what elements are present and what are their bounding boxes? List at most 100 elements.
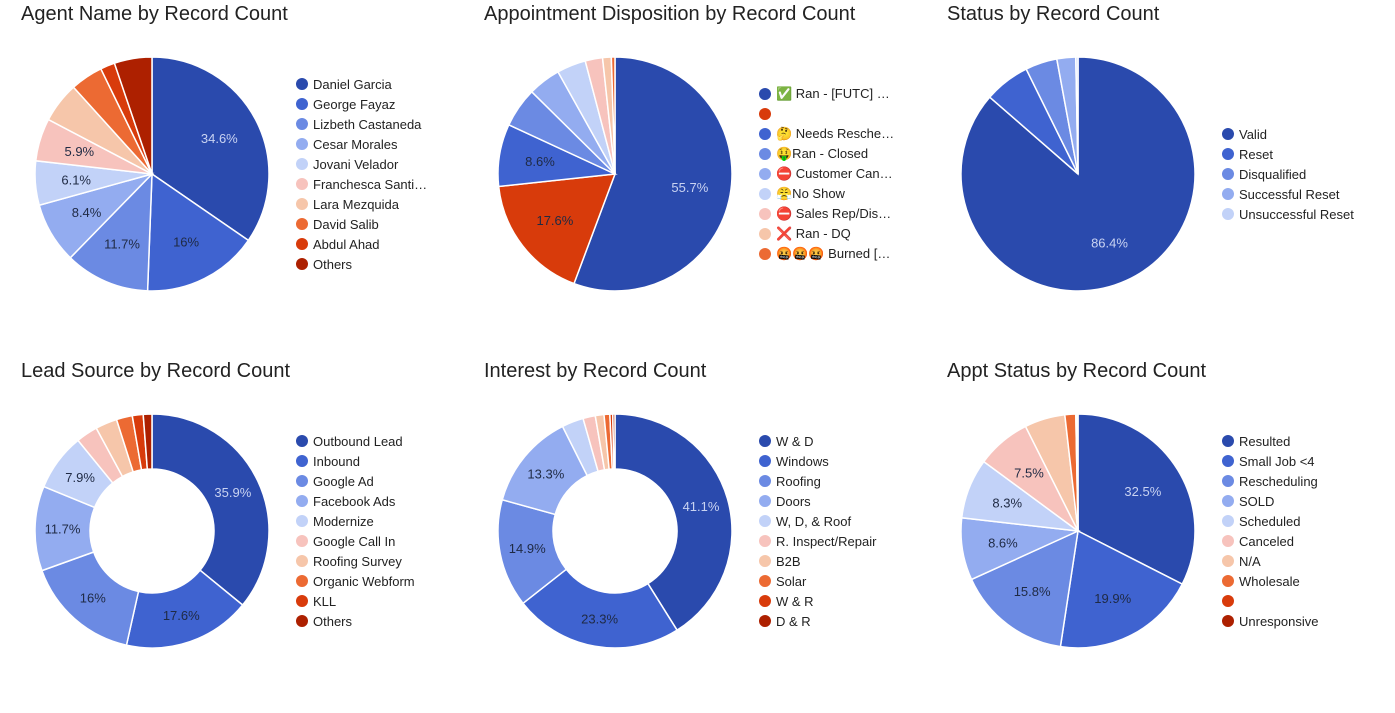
legend-label: Rescheduling (1239, 473, 1318, 489)
legend-swatch-icon (296, 615, 308, 627)
legend-item[interactable]: David Salib (296, 214, 427, 234)
pie-slice[interactable] (970, 529, 1079, 648)
legend-swatch-icon (1222, 555, 1234, 567)
legend-item[interactable] (1222, 591, 1319, 611)
pie-slice[interactable] (151, 413, 270, 607)
pie-slice[interactable] (614, 413, 733, 632)
legend-item[interactable]: B2B (759, 551, 876, 571)
legend-item[interactable]: Scheduled (1222, 511, 1319, 531)
legend-swatch-icon (296, 575, 308, 587)
legend-item[interactable]: Cesar Morales (296, 134, 427, 154)
legend-swatch-icon (1222, 495, 1234, 507)
pie-slice[interactable] (573, 56, 733, 292)
legend-item[interactable]: 🤬🤬🤬 Burned [… (759, 244, 894, 264)
legend-item[interactable]: ⛔ Customer Can… (759, 164, 894, 184)
pie-slice[interactable] (1077, 413, 1196, 586)
pie-slice[interactable] (69, 172, 153, 292)
legend-label: ✅ Ran - [FUTC] … (776, 86, 890, 101)
legend-item[interactable]: Outbound Lead (296, 431, 415, 451)
legend-item[interactable]: W, D, & Roof (759, 511, 876, 531)
legend-item[interactable]: Resulted (1222, 431, 1319, 451)
legend-swatch-icon (1222, 475, 1234, 487)
legend-item[interactable]: Jovani Velador (296, 154, 427, 174)
chart-title: Status by Record Count (947, 3, 1160, 25)
pie-slice[interactable] (142, 413, 153, 470)
slice-data-label: 19.9% (1094, 591, 1131, 606)
legend-item[interactable]: Small Job <4 (1222, 451, 1319, 471)
legend-item[interactable]: Franchesca Santi… (296, 174, 427, 194)
legend-item[interactable]: Wholesale (1222, 571, 1319, 591)
pie-slice[interactable] (521, 568, 679, 649)
legend-item[interactable]: Organic Webform (296, 571, 415, 591)
legend-item[interactable]: Others (296, 254, 427, 274)
legend-item[interactable]: George Fayaz (296, 94, 427, 114)
legend-item[interactable]: SOLD (1222, 491, 1319, 511)
legend-item[interactable]: KLL (296, 591, 415, 611)
pie-slice[interactable] (1059, 529, 1184, 649)
pie-slice[interactable] (497, 173, 617, 285)
legend-item[interactable]: Successful Reset (1222, 184, 1354, 204)
legend-swatch-icon (759, 208, 771, 220)
legend-item[interactable]: Others (296, 611, 415, 631)
legend-item[interactable] (759, 104, 894, 124)
slice-data-label: 11.7% (45, 522, 81, 537)
legend-item[interactable]: W & R (759, 591, 876, 611)
legend-item[interactable]: Disqualified (1222, 164, 1354, 184)
legend-swatch-icon (1222, 455, 1234, 467)
legend-label: D & R (776, 613, 811, 629)
legend-swatch-icon (759, 128, 771, 140)
pie-slice[interactable] (113, 56, 153, 175)
legend-item[interactable]: W & D (759, 431, 876, 451)
pie-slice[interactable] (612, 413, 616, 470)
legend-item[interactable]: N/A (1222, 551, 1319, 571)
legend-label: R. Inspect/Repair (776, 533, 877, 549)
legend-item[interactable]: Lizbeth Castaneda (296, 114, 427, 134)
legend-item[interactable]: R. Inspect/Repair (759, 531, 876, 551)
legend-swatch-icon (1222, 188, 1234, 200)
legend-item[interactable]: Daniel Garcia (296, 74, 427, 94)
legend-item[interactable]: Reset (1222, 144, 1354, 164)
legend-item[interactable]: 🤑Ran - Closed (759, 144, 894, 164)
legend-item[interactable]: Roofing (759, 471, 876, 491)
legend-label: Cesar Morales (313, 136, 398, 152)
legend-item[interactable]: Windows (759, 451, 876, 471)
slice-data-label: 11.7% (104, 236, 140, 251)
legend-item[interactable]: Unsuccessful Reset (1222, 204, 1354, 224)
legend-item[interactable]: Roofing Survey (296, 551, 415, 571)
chart-panel: Appt Status by Record Count 32.5% 19.9% 15.… (926, 357, 1389, 713)
legend-item[interactable]: ⛔ Sales Rep/Dis… (759, 204, 894, 224)
pie-slice[interactable] (1076, 413, 1079, 532)
pie-slice[interactable] (1075, 56, 1079, 175)
legend-item[interactable]: 🤔 Needs Resche… (759, 124, 894, 144)
pie-chart: 55.7% 17.6% 8.6% (497, 56, 733, 292)
legend-item[interactable]: D & R (759, 611, 876, 631)
legend-item[interactable]: Doors (759, 491, 876, 511)
legend-item[interactable]: Modernize (296, 511, 415, 531)
legend-label: Canceled (1239, 533, 1294, 549)
legend-item[interactable]: ❌ Ran - DQ (759, 224, 894, 244)
legend-item[interactable]: Unresponsive (1222, 611, 1319, 631)
legend-item[interactable]: 😤No Show (759, 184, 894, 204)
legend-item[interactable]: Rescheduling (1222, 471, 1319, 491)
pie-slice[interactable] (610, 56, 616, 175)
legend-item[interactable]: Abdul Ahad (296, 234, 427, 254)
legend-item[interactable]: Valid (1222, 124, 1354, 144)
legend-swatch-icon (759, 535, 771, 547)
legend-item[interactable]: Solar (759, 571, 876, 591)
legend-item[interactable]: ✅ Ran - [FUTC] … (759, 84, 894, 104)
legend-label: 🤔 Needs Resche… (776, 126, 895, 141)
legend-label: SOLD (1239, 493, 1275, 509)
chart-title: Appointment Disposition by Record Count (484, 3, 856, 25)
legend-item[interactable]: Canceled (1222, 531, 1319, 551)
legend-swatch-icon (296, 475, 308, 487)
legend-item[interactable]: Lara Mezquida (296, 194, 427, 214)
legend-item[interactable]: Google Ad (296, 471, 415, 491)
legend-item[interactable]: Facebook Ads (296, 491, 415, 511)
pie-slice[interactable] (146, 172, 250, 292)
legend-label: Abdul Ahad (313, 236, 380, 252)
legend-swatch-icon (759, 168, 771, 180)
legend-item[interactable]: Inbound (296, 451, 415, 471)
pie-slice[interactable] (151, 56, 270, 242)
legend-item[interactable]: Google Call In (296, 531, 415, 551)
legend-label: Windows (776, 453, 829, 469)
